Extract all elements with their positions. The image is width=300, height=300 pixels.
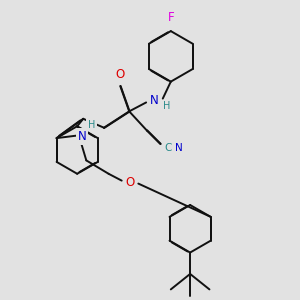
Text: N: N <box>150 94 159 107</box>
Text: N: N <box>175 142 183 153</box>
Text: C: C <box>164 142 172 153</box>
Text: F: F <box>167 11 174 24</box>
Text: O: O <box>125 176 135 189</box>
Text: O: O <box>116 68 125 81</box>
Text: H: H <box>88 120 95 130</box>
Text: N: N <box>77 130 86 143</box>
Text: H: H <box>163 101 171 111</box>
